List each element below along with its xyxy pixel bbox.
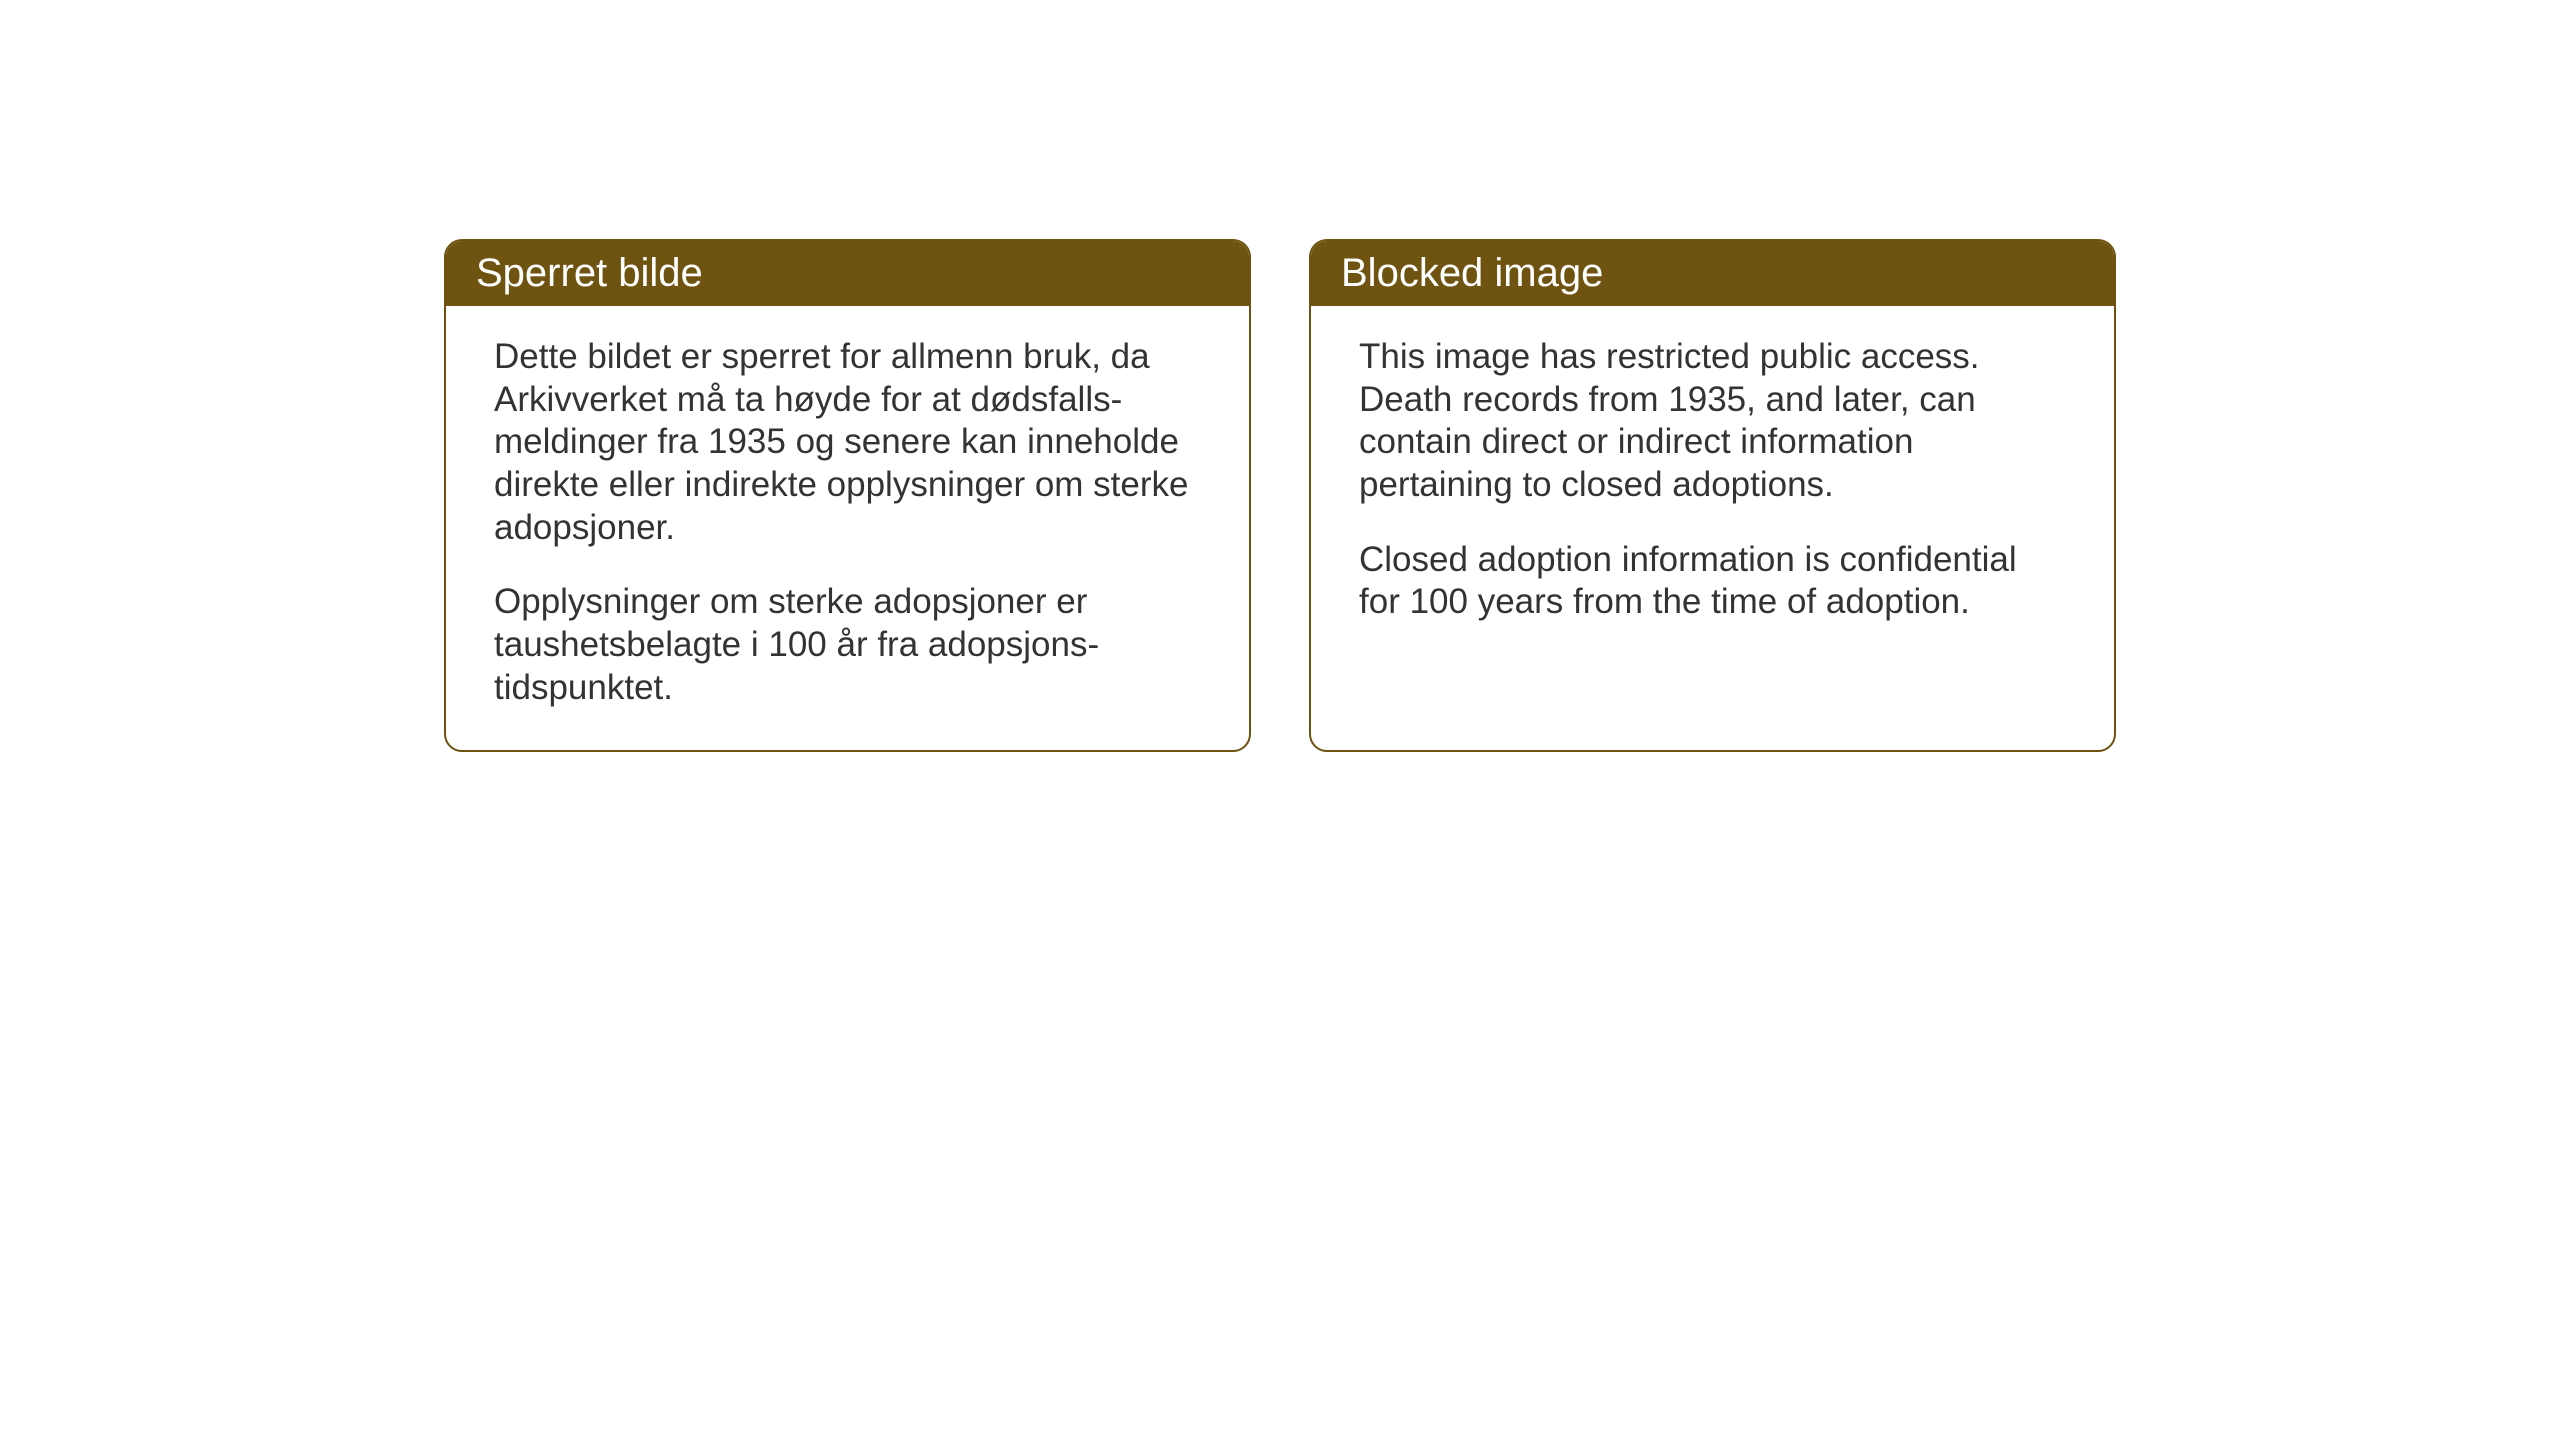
card-title-english: Blocked image <box>1341 251 1603 295</box>
card-body-english: This image has restricted public access.… <box>1311 306 2114 664</box>
paragraph-1-english: This image has restricted public access.… <box>1359 336 2066 507</box>
notice-card-english: Blocked image This image has restricted … <box>1309 239 2116 752</box>
card-header-english: Blocked image <box>1311 241 2114 306</box>
paragraph-2-english: Closed adoption information is confident… <box>1359 539 2066 624</box>
card-title-norwegian: Sperret bilde <box>476 251 703 295</box>
paragraph-2-norwegian: Opplysninger om sterke adopsjoner er tau… <box>494 581 1201 709</box>
notice-cards-container: Sperret bilde Dette bildet er sperret fo… <box>444 239 2116 752</box>
card-body-norwegian: Dette bildet er sperret for allmenn bruk… <box>446 306 1249 750</box>
notice-card-norwegian: Sperret bilde Dette bildet er sperret fo… <box>444 239 1251 752</box>
card-header-norwegian: Sperret bilde <box>446 241 1249 306</box>
paragraph-1-norwegian: Dette bildet er sperret for allmenn bruk… <box>494 336 1201 549</box>
